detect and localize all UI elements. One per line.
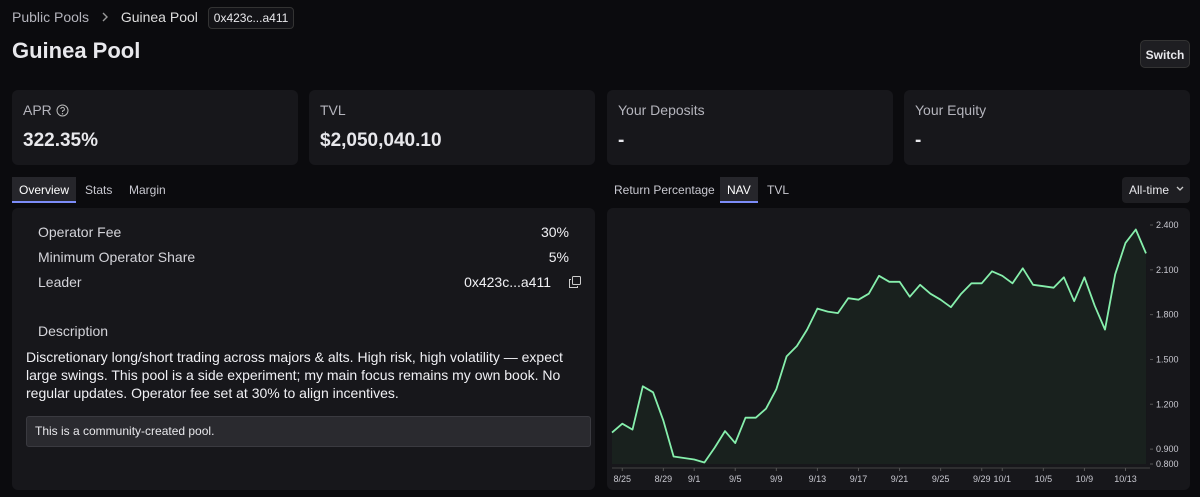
description-text: Discretionary long/short trading across …	[26, 349, 563, 401]
tab[interactable]: Margin	[129, 183, 166, 197]
area	[612, 229, 1147, 464]
stat-card: APR 322.35%	[12, 90, 298, 165]
y-tick-label: 0.900	[1156, 444, 1179, 454]
breadcrumb-current: Guinea Pool	[120, 9, 198, 25]
stat-card: Your Equity -	[904, 90, 1190, 165]
stat-label-text: APR	[23, 102, 52, 118]
y-tick-label: 2.100	[1156, 265, 1179, 275]
detail-label: Operator Fee	[38, 224, 122, 240]
community-note: This is a community-created pool.	[26, 416, 591, 447]
description-heading: Description	[38, 323, 109, 339]
stat-label: APR	[23, 102, 69, 118]
y-tick-label: 1.200	[1156, 399, 1179, 409]
stat-value: -	[618, 130, 625, 151]
copy-icon[interactable]	[569, 276, 581, 288]
address-pill: 0x423c...a411	[207, 7, 295, 29]
y-tick-label: 1.800	[1156, 310, 1179, 320]
chevron	[102, 12, 108, 22]
stat-label-text: Your Equity	[915, 102, 987, 118]
x-tick-label: 10/9	[1076, 474, 1094, 484]
x-tick-label: 10/13	[1114, 474, 1137, 484]
stat-value: $2,050,040.10	[320, 130, 442, 151]
range-label: All-time	[1129, 183, 1170, 197]
x-tick-label: 9/5	[729, 474, 742, 484]
x-tick-label: 10/1	[993, 474, 1011, 484]
x-tick-label: 9/29	[973, 474, 991, 484]
breadcrumb: Public Pools Guinea Pool 0x423c...a411	[12, 7, 295, 29]
stat-value: 322.35%	[23, 130, 99, 151]
stat-label: Your Deposits	[618, 102, 705, 118]
detail-value: 30%	[540, 224, 569, 240]
x-tick-label: 10/5	[1035, 474, 1053, 484]
chart: 0.800 0.900 1.200 1.500 1.800 2.100 2.400 8/25 8…	[611, 220, 1179, 484]
detail-row: Leader 0x423c...a411	[38, 274, 569, 290]
stat-card: TVL $2,050,040.10	[309, 90, 595, 165]
tab[interactable]: Overview	[12, 177, 77, 203]
y-tick-label: 1.500	[1156, 354, 1179, 364]
detail-row: Operator Fee 30%	[38, 224, 569, 240]
detail-value: 0x423c...a411	[464, 274, 551, 290]
chart-panel: 0.800 0.900 1.200 1.500 1.800 2.100 2.400 8/25 8…	[607, 208, 1190, 490]
chevron	[1176, 186, 1184, 191]
tab[interactable]: TVL	[767, 183, 790, 197]
y-tick-label: 2.400	[1156, 220, 1179, 230]
line	[611, 228, 1147, 464]
x-tick-label: 9/17	[850, 474, 868, 484]
stat-label: TVL	[320, 102, 346, 118]
x-tick-label: 9/1	[688, 474, 701, 484]
stat-value: -	[915, 130, 922, 151]
details-panel: Operator Fee 30% Minimum Operator Share 5%…	[12, 208, 595, 490]
stat-card: Your Deposits -	[607, 90, 893, 165]
x-tick-label: 9/13	[809, 474, 827, 484]
y-tick-label: 0.800	[1156, 459, 1179, 469]
page-title: Guinea Pool	[12, 38, 141, 63]
range-selector[interactable]: All-time	[1122, 177, 1190, 203]
x-tick-label: 9/25	[932, 474, 950, 484]
detail-label: Leader	[38, 274, 82, 290]
help-icon[interactable]	[56, 104, 69, 117]
tab[interactable]: Return Percentage	[614, 183, 715, 197]
tab[interactable]: Stats	[85, 183, 113, 197]
tab[interactable]: NAV	[720, 177, 758, 203]
switch-button[interactable]: Switch	[1140, 40, 1190, 68]
stat-label-text: Your Deposits	[618, 102, 705, 118]
breadcrumb-link[interactable]: Public Pools	[12, 9, 90, 25]
detail-row: Minimum Operator Share 5%	[38, 249, 569, 265]
x-tick-label: 8/29	[655, 474, 673, 484]
detail-label: Minimum Operator Share	[38, 249, 196, 265]
stat-label-text: TVL	[320, 102, 346, 118]
x-tick-label: 9/9	[770, 474, 783, 484]
x-tick-label: 8/25	[614, 474, 632, 484]
x-tick-label: 9/21	[891, 474, 909, 484]
detail-value: 5%	[548, 249, 569, 265]
stat-label: Your Equity	[915, 102, 986, 118]
